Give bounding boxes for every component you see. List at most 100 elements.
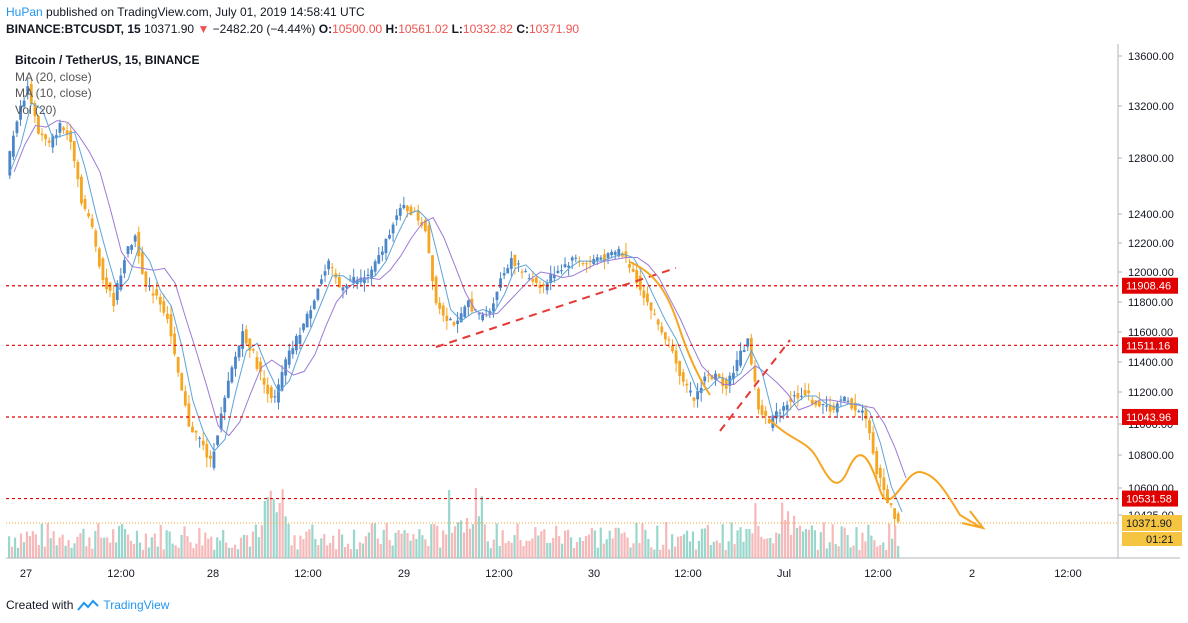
level-label: 11043.96 [1126,412,1171,424]
candle-body [846,400,850,402]
volume-bar [382,529,385,558]
candle-body [305,313,309,328]
volume-bar [504,543,507,558]
volume-bar [566,529,570,558]
x-tick-label: 30 [588,568,600,580]
candle-body [33,103,37,117]
volume-bar [123,529,127,558]
volume-bar [459,520,463,558]
candle-body [176,356,180,373]
volume-bar [474,488,478,558]
candle-body [330,267,334,269]
candle-body [83,198,87,209]
volume-bar [198,527,201,558]
y-tick-label: 13600.00 [1128,51,1174,63]
candle-body [545,283,549,291]
volume-bar [67,540,70,558]
candle-body [137,231,141,257]
legend-ma20[interactable]: MA (20, close) [15,69,92,84]
candle-body [628,264,631,268]
volume-bar [52,531,55,558]
volume-bar [216,537,219,558]
volume-bar [112,529,115,558]
candle-body [825,405,828,407]
volume-bar [213,549,216,558]
volume-bar [590,527,593,558]
volume-bar [873,540,876,558]
candle-body [47,140,51,143]
candle-body [166,313,169,320]
open-value: 10500.00 [332,22,383,36]
candle-body [492,303,495,312]
candle-body [889,503,893,505]
volume-bar [810,525,813,558]
author-name[interactable]: HuPan [6,5,43,19]
legend-ma10[interactable]: MA (10, close) [15,86,92,100]
candle-body [244,329,248,344]
candle-body [262,378,266,385]
candle-body [520,271,524,273]
volume-bar [58,537,61,558]
candle-body [187,403,191,427]
volume-bar [587,534,590,558]
volume-bar [129,540,133,558]
volume-bar [16,547,20,558]
x-tick-label: 12:00 [107,568,135,580]
candle-body [51,135,55,148]
candle-body [277,384,280,403]
volume-bar [617,527,620,558]
candle-body [538,284,542,288]
volume-bar [379,544,382,558]
volume-bar [19,533,23,558]
candle-body [449,318,452,321]
candle-body [312,300,316,309]
volume-bar [263,500,266,558]
candle-body [316,288,320,300]
volume-bar [653,549,656,558]
high-label: H: [385,22,399,36]
volume-bar [471,524,475,558]
volume-bar [400,533,403,558]
low-label: L: [451,22,463,36]
tradingview-brand[interactable]: TradingView [103,598,170,612]
volume-bar [772,543,775,558]
candle-body [782,406,785,411]
x-tick-label: 12:00 [674,568,702,580]
volume-bar [257,537,260,558]
volume-bar [171,543,174,558]
candle-body [631,268,635,272]
volume-bar [153,533,156,558]
volume-bar [281,489,284,558]
volume-bar [784,520,787,558]
created-with-text: Created with [6,598,74,612]
volume-bar [343,547,347,558]
volume-bar [501,530,504,558]
volume-bar [338,529,341,558]
candle-body [97,248,101,267]
trend-line [719,339,791,432]
volume-bar [254,524,257,558]
candle-body [642,290,646,298]
candle-body [495,291,499,301]
legend-volume[interactable]: Vol (20) [15,102,57,117]
level-badge [1122,490,1178,507]
volume-bar [91,548,94,558]
candle-body [753,365,757,382]
candle-body [839,399,843,401]
volume-bar [308,529,311,558]
candle-body [828,405,832,412]
volume-bar [329,542,332,558]
volume-bar [822,522,825,558]
volume-bar [8,536,11,558]
volume-bar [28,536,32,558]
volume-bar [605,539,608,558]
x-tick-label: 12:00 [485,568,513,580]
volume-bar [623,532,626,558]
volume-bar [391,545,394,558]
volume-bar [876,546,879,558]
volume-bar [638,543,641,558]
candle-body [649,302,653,311]
volume-bar [201,545,204,558]
volume-bar [430,524,433,558]
